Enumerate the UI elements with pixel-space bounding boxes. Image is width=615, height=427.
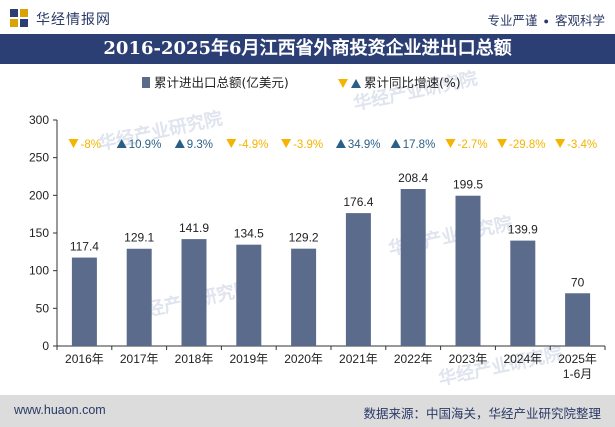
growth-rate-label: -8%	[81, 139, 101, 151]
growth-rate-label: 17.8%	[403, 139, 436, 151]
bar-chart: 华经产业研究院华经产业研究院华经产业研究院华经产业研究院华经产业研究院05010…	[29, 67, 606, 390]
down-triangle-icon	[445, 139, 456, 148]
growth-rate-label: 34.9%	[348, 139, 381, 151]
brand-name: 华经情报网	[36, 11, 111, 27]
bar-value-label: 70	[571, 275, 585, 289]
up-triangle-icon	[174, 139, 185, 148]
down-triangle-icon	[497, 139, 507, 148]
x-tick-label: 2018年	[175, 352, 214, 366]
growth-rate-label: 9.3%	[187, 139, 213, 151]
tag-professional: 专业严谨	[487, 14, 538, 28]
bar-value-label: 141.9	[179, 221, 209, 235]
x-tick-label: 2017年	[120, 352, 159, 366]
down-triangle-icon	[68, 139, 79, 148]
footer-site: www.huaon.com	[14, 403, 106, 417]
growth-rate-label: -2.7%	[458, 139, 488, 151]
watermark-text: 华经产业研究院	[436, 342, 564, 390]
top-bar: 华经情报网 专业严谨 ● 客观科学	[0, 0, 615, 34]
growth-rate-label: -3.9%	[293, 139, 323, 151]
bar	[455, 195, 481, 346]
up-triangle-icon	[390, 139, 401, 148]
x-tick-label: 2016年	[65, 352, 104, 366]
down-triangle-icon	[281, 139, 292, 148]
up-triangle-icon	[116, 139, 127, 148]
footer: www.huaon.com 数据来源：中国海关，华经产业研究院整理	[0, 395, 615, 427]
y-tick-label: 50	[36, 301, 50, 315]
bar-value-label: 176.4	[343, 195, 373, 209]
bar	[345, 213, 371, 346]
bar-value-label: 129.2	[289, 231, 319, 245]
legend-down-triangle-icon	[338, 79, 348, 88]
logo-icon	[10, 9, 28, 27]
growth-rate-label: -3.4%	[567, 139, 597, 151]
bullet-icon: ●	[543, 16, 549, 26]
down-triangle-icon	[555, 139, 566, 148]
header-tags: 专业严谨 ● 客观科学	[488, 10, 605, 29]
bar-value-label: 139.9	[508, 223, 538, 237]
x-tick-label: 2025年	[558, 352, 597, 366]
y-tick-label: 0	[42, 339, 49, 353]
tag-objective: 客观科学	[554, 14, 605, 28]
growth-rate-label: -4.9%	[238, 139, 268, 151]
bar	[510, 240, 536, 346]
y-tick-label: 200	[29, 188, 49, 202]
legend-rate-label: 累计同比增速(%)	[364, 75, 461, 90]
bar-value-label: 134.5	[234, 227, 264, 241]
bar	[71, 257, 97, 346]
growth-rate-label: -29.8%	[509, 139, 545, 151]
x-tick-label: 2023年	[449, 352, 488, 366]
bar	[400, 189, 426, 346]
bar-value-label: 199.5	[453, 178, 483, 192]
down-triangle-icon	[226, 139, 237, 148]
bar-value-label: 208.4	[398, 171, 428, 185]
growth-rate-label: 10.9%	[129, 139, 162, 151]
x-tick-label: 2022年	[394, 352, 433, 366]
x-tick-label-line2: 1-6月	[563, 367, 592, 381]
footer-source: 数据来源：中国海关，华经产业研究院整理	[363, 407, 601, 421]
y-tick-label: 250	[29, 151, 49, 165]
chart-title: 2016-2025年6月江西省外商投资企业进出口总额	[0, 34, 615, 64]
bar	[565, 293, 591, 346]
bar	[236, 244, 262, 346]
x-tick-label: 2024年	[503, 352, 542, 366]
up-triangle-icon	[335, 139, 346, 148]
y-tick-label: 100	[29, 264, 49, 278]
bar	[181, 239, 207, 346]
x-tick-label: 2019年	[229, 352, 268, 366]
legend-bar-swatch	[142, 77, 150, 88]
y-tick-label: 300	[29, 113, 49, 127]
x-tick-label: 2020年	[284, 352, 323, 366]
bar-value-label: 129.1	[124, 231, 154, 245]
legend-up-triangle-icon	[351, 79, 361, 88]
bar	[291, 248, 317, 346]
bar	[126, 248, 152, 346]
x-tick-label: 2021年	[339, 352, 378, 366]
y-tick-label: 150	[29, 226, 49, 240]
legend-bar-label: 累计进出口总额(亿美元)	[154, 75, 289, 90]
bar-value-label: 117.4	[70, 240, 99, 254]
